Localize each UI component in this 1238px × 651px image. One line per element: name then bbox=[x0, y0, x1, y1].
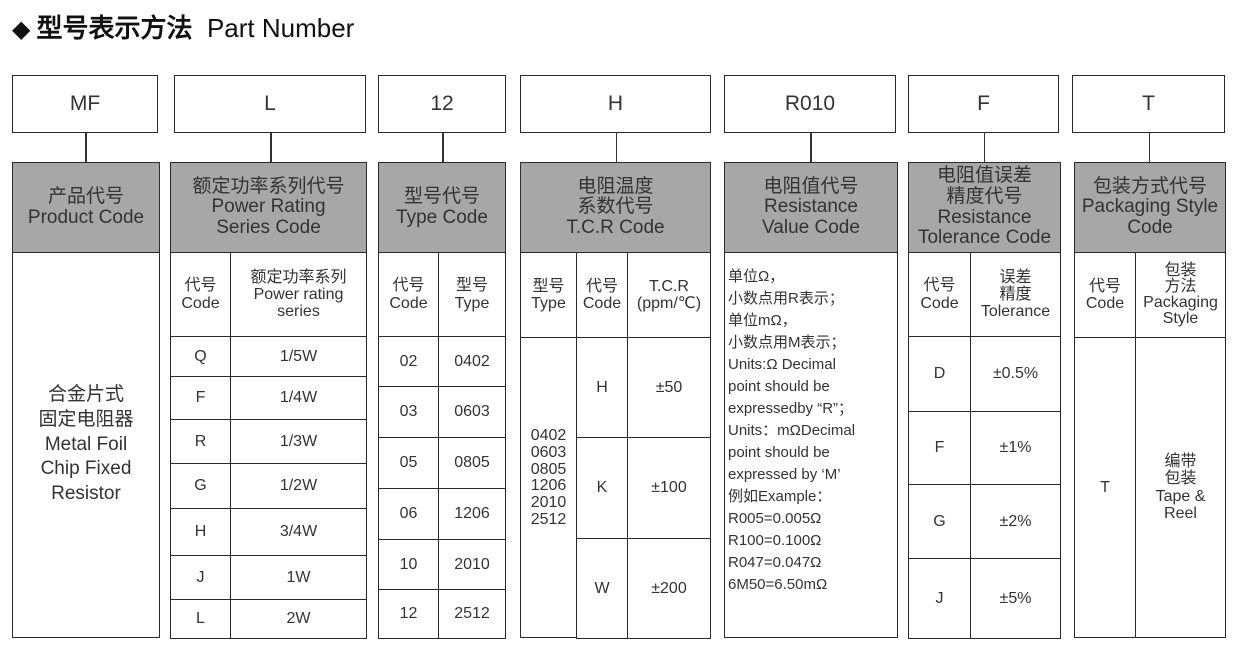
tolerance-col-tol: 误差 精度 Tolerance bbox=[970, 252, 1061, 337]
code-box: T bbox=[1072, 75, 1225, 133]
type-row-value: 0603 bbox=[438, 386, 506, 438]
packaging-method: 编带 包装 Tape & Reel bbox=[1135, 337, 1226, 638]
tolerance-row-value: ±2% bbox=[970, 484, 1061, 559]
power-row-value: 3/4W bbox=[230, 508, 367, 556]
tolerance-col-code: 代号 Code bbox=[908, 252, 971, 337]
type-row-value: 0805 bbox=[438, 437, 506, 489]
tcr-row-value: ±50 bbox=[627, 337, 711, 438]
tcr-row-code: W bbox=[576, 538, 628, 639]
power-row-value: 1W bbox=[230, 555, 367, 600]
tolerance-row-code: G bbox=[908, 484, 971, 559]
tcr-row-value: ±100 bbox=[627, 437, 711, 539]
tcr-row-code: K bbox=[576, 437, 628, 539]
tcr-row-value: ±200 bbox=[627, 538, 711, 639]
tcr-row-code: H bbox=[576, 337, 628, 438]
tcr-col-tcr: T.C.R (ppm/℃) bbox=[627, 252, 711, 338]
code-box: L bbox=[174, 75, 366, 133]
power-row-code: Q bbox=[170, 336, 231, 377]
connector-line bbox=[1148, 132, 1150, 163]
product-body: 合金片式 固定电阻器 Metal Foil Chip Fixed Resisto… bbox=[12, 252, 160, 638]
tolerance-row-code: F bbox=[908, 411, 971, 485]
power-row-value: 1/2W bbox=[230, 463, 367, 509]
code-box: H bbox=[520, 75, 711, 133]
power-row-code: G bbox=[170, 463, 231, 509]
type-row-value: 1206 bbox=[438, 488, 506, 540]
connector-line bbox=[270, 132, 272, 163]
tolerance-header: 电阻值误差 精度代号 Resistance Tolerance Code bbox=[908, 162, 1061, 253]
connector-line bbox=[983, 132, 985, 163]
product-header: 产品代号 Product Code bbox=[12, 162, 160, 253]
power-col-code: 代号 Code bbox=[170, 252, 231, 337]
resistance-header: 电阻值代号 Resistance Value Code bbox=[724, 162, 898, 253]
power-col-series: 额定功率系列 Power rating series bbox=[230, 252, 367, 337]
tcr-col-code: 代号 Code bbox=[576, 252, 628, 338]
connector-line bbox=[442, 132, 444, 163]
title-en: Part Number bbox=[206, 13, 355, 43]
tolerance-row-code: D bbox=[908, 336, 971, 412]
connector-line bbox=[810, 132, 812, 163]
packaging-header: 包装方式代号 Packaging Style Code bbox=[1074, 162, 1226, 253]
power-row-value: 1/4W bbox=[230, 376, 367, 420]
title-cn: 型号表示方法 bbox=[36, 13, 193, 43]
tolerance-row-value: ±5% bbox=[970, 558, 1061, 639]
tolerance-row-value: ±0.5% bbox=[970, 336, 1061, 412]
type-row-code: 12 bbox=[378, 589, 439, 639]
packaging-code: T bbox=[1074, 337, 1136, 638]
power-row-value: 1/3W bbox=[230, 419, 367, 464]
type-header: 型号代号 Type Code bbox=[378, 162, 506, 253]
power-row-code: L bbox=[170, 599, 231, 639]
type-row-code: 03 bbox=[378, 386, 439, 438]
type-col-type: 型号 Type bbox=[438, 252, 506, 337]
code-box: F bbox=[908, 75, 1059, 133]
page-title: ◆ 型号表示方法 Part Number bbox=[12, 8, 354, 45]
code-box: R010 bbox=[724, 75, 896, 133]
code-box: MF bbox=[12, 75, 158, 133]
power-row-code: J bbox=[170, 555, 231, 600]
type-row-value: 2512 bbox=[438, 589, 506, 639]
resistance-notes: 单位Ω， 小数点用R表示； 单位mΩ， 小数点用M表示； Units:Ω Dec… bbox=[728, 268, 856, 593]
type-row-code: 05 bbox=[378, 437, 439, 489]
connector-line bbox=[85, 132, 87, 163]
packaging-col-method: 包装 方法 Packaging Style bbox=[1135, 252, 1226, 338]
type-row-value: 2010 bbox=[438, 539, 506, 590]
type-row-code: 06 bbox=[378, 488, 439, 540]
tcr-header: 电阻温度 系数代号 T.C.R Code bbox=[520, 162, 711, 253]
power-row-value: 2W bbox=[230, 599, 367, 639]
connector-line bbox=[615, 132, 617, 163]
power-row-code: F bbox=[170, 376, 231, 420]
power-header: 额定功率系列代号 Power Rating Series Code bbox=[170, 162, 367, 253]
resistance-body bbox=[724, 252, 898, 638]
type-row-code: 10 bbox=[378, 539, 439, 590]
type-row-value: 0402 bbox=[438, 336, 506, 387]
tcr-types: 0402 0603 0805 1206 2010 2512 bbox=[520, 337, 577, 638]
power-row-value: 1/5W bbox=[230, 336, 367, 377]
power-row-code: R bbox=[170, 419, 231, 464]
tolerance-row-value: ±1% bbox=[970, 411, 1061, 485]
packaging-col-code: 代号 Code bbox=[1074, 252, 1136, 338]
type-col-code: 代号 Code bbox=[378, 252, 439, 337]
diamond-icon: ◆ bbox=[12, 16, 31, 43]
tcr-col-type: 型号 Type bbox=[520, 252, 577, 338]
tolerance-row-code: J bbox=[908, 558, 971, 639]
power-row-code: H bbox=[170, 508, 231, 556]
type-row-code: 02 bbox=[378, 336, 439, 387]
code-box: 12 bbox=[378, 75, 506, 133]
